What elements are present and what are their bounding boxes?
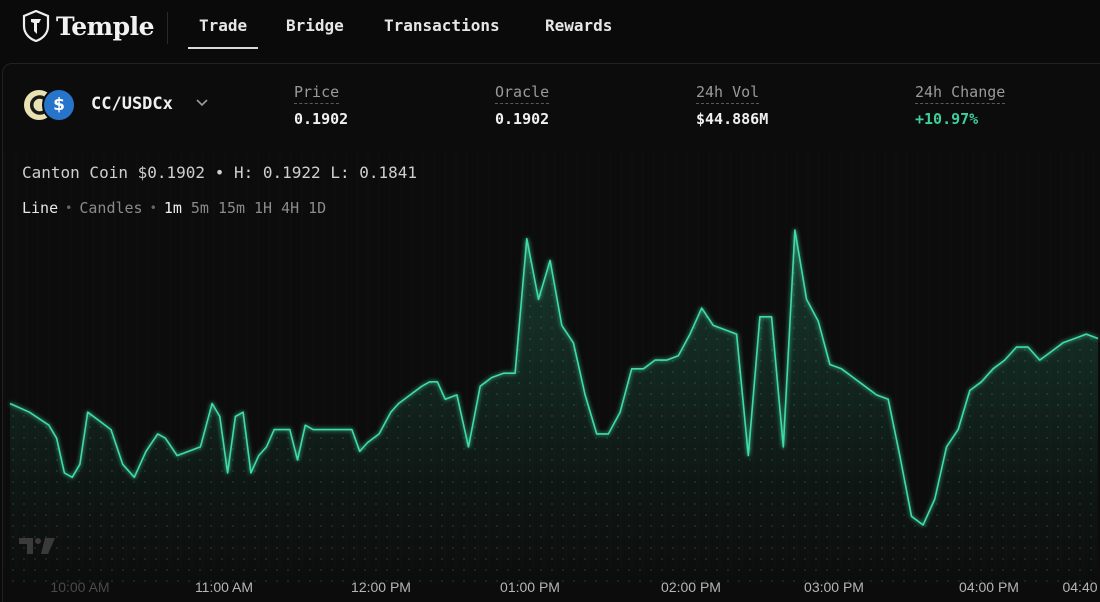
price-line <box>9 229 1099 526</box>
tab-transactions[interactable]: Transactions <box>384 16 500 35</box>
x-tick-label: 01:00 PM <box>500 579 560 595</box>
chevron-down-icon[interactable] <box>195 96 209 110</box>
timeframe-1d[interactable]: 1D <box>308 199 327 217</box>
mode-line-button[interactable]: Line <box>22 199 59 217</box>
x-tick-label: 10:00 AM <box>50 579 110 595</box>
stat-change-value: +10.97% <box>915 110 979 128</box>
x-tick-label: 04:00 PM <box>959 579 1019 595</box>
stat-volume-value: $44.886M <box>696 110 769 128</box>
x-tick-label: 02:00 PM <box>661 579 721 595</box>
temple-shield-icon <box>22 10 50 42</box>
timeframe-5m[interactable]: 5m <box>190 199 209 217</box>
mode-candles-button[interactable]: Candles <box>79 199 143 217</box>
high-value: 0.1922 <box>262 163 321 182</box>
x-tick-label: 11:00 AM <box>194 579 254 595</box>
usdc-icon: $ <box>42 88 76 122</box>
x-tick-label: 12:00 PM <box>351 579 411 595</box>
stat-price-value: 0.1902 <box>294 110 349 128</box>
tab-rewards[interactable]: Rewards <box>545 16 613 35</box>
asset-name: Canton Coin <box>22 163 128 182</box>
timeframe-4h[interactable]: 4H <box>281 199 300 217</box>
stat-volume-label: 24h Vol <box>696 83 760 104</box>
stat-oracle-value: 0.1902 <box>495 110 550 128</box>
mode-separator: • <box>65 201 73 215</box>
low-value: 0.1841 <box>359 163 418 182</box>
asset-price: $0.1902 <box>137 163 206 182</box>
chart-mode-bar: Line • Candles • 1m 5m 15m 1H 4H 1D <box>22 199 335 217</box>
mode-separator: • <box>149 201 157 215</box>
chart-info-line: Canton Coin $0.1902 • H: 0.1922 L: 0.184… <box>22 163 417 182</box>
x-tick-label: 04:40 <box>1062 579 1098 595</box>
pair-label[interactable]: CC/USDCx <box>91 94 173 114</box>
low-label: L: <box>330 163 350 182</box>
temple-logo[interactable]: Temple <box>22 10 154 42</box>
timeframe-1h[interactable]: 1H <box>254 199 273 217</box>
x-tick-label: 03:00 PM <box>804 579 864 595</box>
tab-trade[interactable]: Trade <box>187 16 259 49</box>
nav-divider <box>167 12 168 44</box>
timeframe-1m[interactable]: 1m <box>163 199 182 217</box>
pair-icons: $ <box>22 86 78 124</box>
tradingview-logo-icon[interactable] <box>18 536 56 556</box>
price-area-dots <box>10 230 1098 590</box>
info-separator: • <box>214 163 225 182</box>
top-nav: Temple Trade Bridge Transactions Rewards <box>0 0 1100 56</box>
price-chart[interactable] <box>0 150 1100 602</box>
stat-price-label: Price <box>294 83 340 104</box>
stat-change-label: 24h Change <box>915 83 1006 104</box>
market-selector[interactable]: $ <box>22 86 78 124</box>
timeframe-15m[interactable]: 15m <box>217 199 246 217</box>
tab-bridge[interactable]: Bridge <box>286 16 344 35</box>
logo-text: Temple <box>56 11 154 41</box>
high-label: H: <box>233 163 254 182</box>
stat-oracle-label: Oracle <box>495 83 550 104</box>
